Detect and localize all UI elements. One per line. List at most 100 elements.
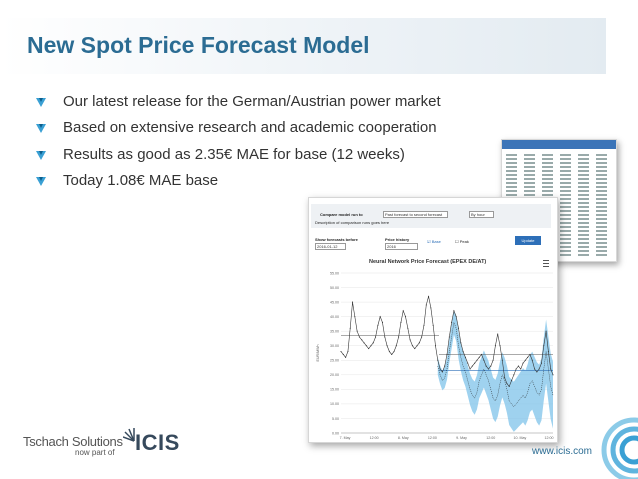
actual-price-point <box>404 316 407 318</box>
actual-price-point <box>446 353 448 356</box>
table-cell-placeholder <box>560 218 571 220</box>
actual-price-point <box>349 327 351 329</box>
table-cell-placeholder <box>578 254 589 256</box>
table-cell-placeholder <box>578 182 589 184</box>
actual-price-point <box>497 333 499 335</box>
actual-price-point <box>517 365 519 367</box>
table-cell-placeholder <box>524 162 535 164</box>
compare-select[interactable]: Past forecast to second forecast <box>383 211 448 218</box>
table-cell-placeholder <box>578 214 589 216</box>
x-tick-label: 9. May <box>456 436 467 440</box>
x-tick-label: 7. May <box>340 436 351 440</box>
table-cell-placeholder <box>506 162 517 164</box>
table-cell-placeholder <box>560 198 571 200</box>
actual-price-point <box>529 353 531 356</box>
table-cell-placeholder <box>524 194 535 196</box>
table-cell-placeholder <box>524 178 535 180</box>
compare-label: Compare model run to <box>320 212 363 217</box>
table-cell-placeholder <box>524 158 535 160</box>
y-tick-label: 5.00 <box>332 417 339 421</box>
actual-price-point <box>538 368 540 370</box>
table-cell-placeholder <box>506 178 517 180</box>
bullet-item: Results as good as 2.35€ MAE for base (1… <box>36 145 441 171</box>
actual-price-point <box>351 301 354 303</box>
app-screenshot: Compare model run to Past forecast to se… <box>308 197 558 443</box>
price-history-label: Price history <box>385 237 410 242</box>
actual-price-point <box>471 365 473 367</box>
actual-price-point <box>464 356 466 358</box>
table-cell-placeholder <box>578 178 589 180</box>
table-cell-placeholder <box>596 226 607 228</box>
table-cell-placeholder <box>542 186 553 188</box>
actual-price-point <box>434 345 437 347</box>
table-cell-placeholder <box>560 214 571 216</box>
actual-price-point <box>356 330 358 332</box>
actual-price-point <box>457 327 460 329</box>
y-tick-label: 50.00 <box>330 286 339 290</box>
table-cell-placeholder <box>542 194 553 196</box>
actual-price-point <box>487 368 490 370</box>
table-cell-placeholder <box>596 178 607 180</box>
table-cell-placeholder <box>578 162 589 164</box>
actual-price-point <box>490 365 492 367</box>
table-cell-placeholder <box>578 186 589 188</box>
table-cell-placeholder <box>578 234 589 236</box>
chart-title: Neural Network Price Forecast (EPEX DE/A… <box>369 259 487 265</box>
table-cell-placeholder <box>560 182 571 184</box>
table-cell-placeholder <box>596 254 607 256</box>
price-history-select[interactable]: 2016 <box>385 243 418 250</box>
actual-price-point <box>391 353 393 356</box>
table-cell-placeholder <box>596 170 607 172</box>
actual-price-point <box>375 336 377 338</box>
table-cell-placeholder <box>542 170 553 172</box>
x-tick-label: 12:00 <box>370 436 379 440</box>
table-cell-placeholder <box>506 174 517 176</box>
table-cell-placeholder <box>596 218 607 220</box>
table-cell-placeholder <box>560 238 571 240</box>
actual-price-point <box>400 321 402 324</box>
table-cell-placeholder <box>596 246 607 248</box>
menu-icon[interactable] <box>543 260 549 267</box>
table-cell-placeholder <box>596 198 607 200</box>
actual-price-point <box>469 368 471 370</box>
table-cell-placeholder <box>578 198 589 200</box>
actual-price-point <box>363 342 365 344</box>
x-tick-label: 12:00 <box>428 436 437 440</box>
actual-price-point <box>370 345 372 347</box>
table-cell-placeholder <box>542 158 553 160</box>
bullet-item: Based on extensive research and academic… <box>36 118 441 144</box>
update-button[interactable]: Update <box>515 236 541 245</box>
table-cell-placeholder <box>578 218 589 220</box>
website-url[interactable]: www.icis.com <box>532 446 593 457</box>
actual-price-point <box>393 350 395 353</box>
actual-price-point <box>437 359 439 361</box>
forecast-confidence-band <box>437 310 553 432</box>
table-cell-placeholder <box>524 182 535 184</box>
peak-checkbox[interactable]: ☐ Peak <box>455 239 469 244</box>
base-checkbox[interactable]: ☑ Base <box>427 239 441 244</box>
slide-title: New Spot Price Forecast Model <box>27 32 370 58</box>
table-cell-placeholder <box>524 186 535 188</box>
table-cell-placeholder <box>524 166 535 168</box>
table-cell-placeholder <box>560 166 571 168</box>
actual-price-point <box>361 339 363 341</box>
actual-price-point <box>499 345 501 347</box>
logo-subtitle: now part of <box>75 448 115 457</box>
table-cell-placeholder <box>596 182 607 184</box>
actual-price-point <box>508 385 510 388</box>
actual-price-point <box>543 345 545 347</box>
actual-price-point <box>425 304 427 306</box>
per-select[interactable]: By hour <box>469 211 494 218</box>
bullet-text: Our latest release for the German/Austri… <box>63 93 441 110</box>
actual-price-point <box>407 327 409 329</box>
table-cell-placeholder <box>542 182 553 184</box>
actual-price-point <box>411 345 413 347</box>
bullet-icon <box>36 124 46 134</box>
date-input[interactable]: 2016-01-12 <box>315 243 346 250</box>
table-cell-placeholder <box>506 190 517 192</box>
table-cell-placeholder <box>506 186 517 188</box>
table-cell-placeholder <box>578 210 589 212</box>
table-cell-placeholder <box>596 230 607 232</box>
decorative-rings-icon <box>601 417 638 479</box>
table-cell-placeholder <box>578 206 589 208</box>
